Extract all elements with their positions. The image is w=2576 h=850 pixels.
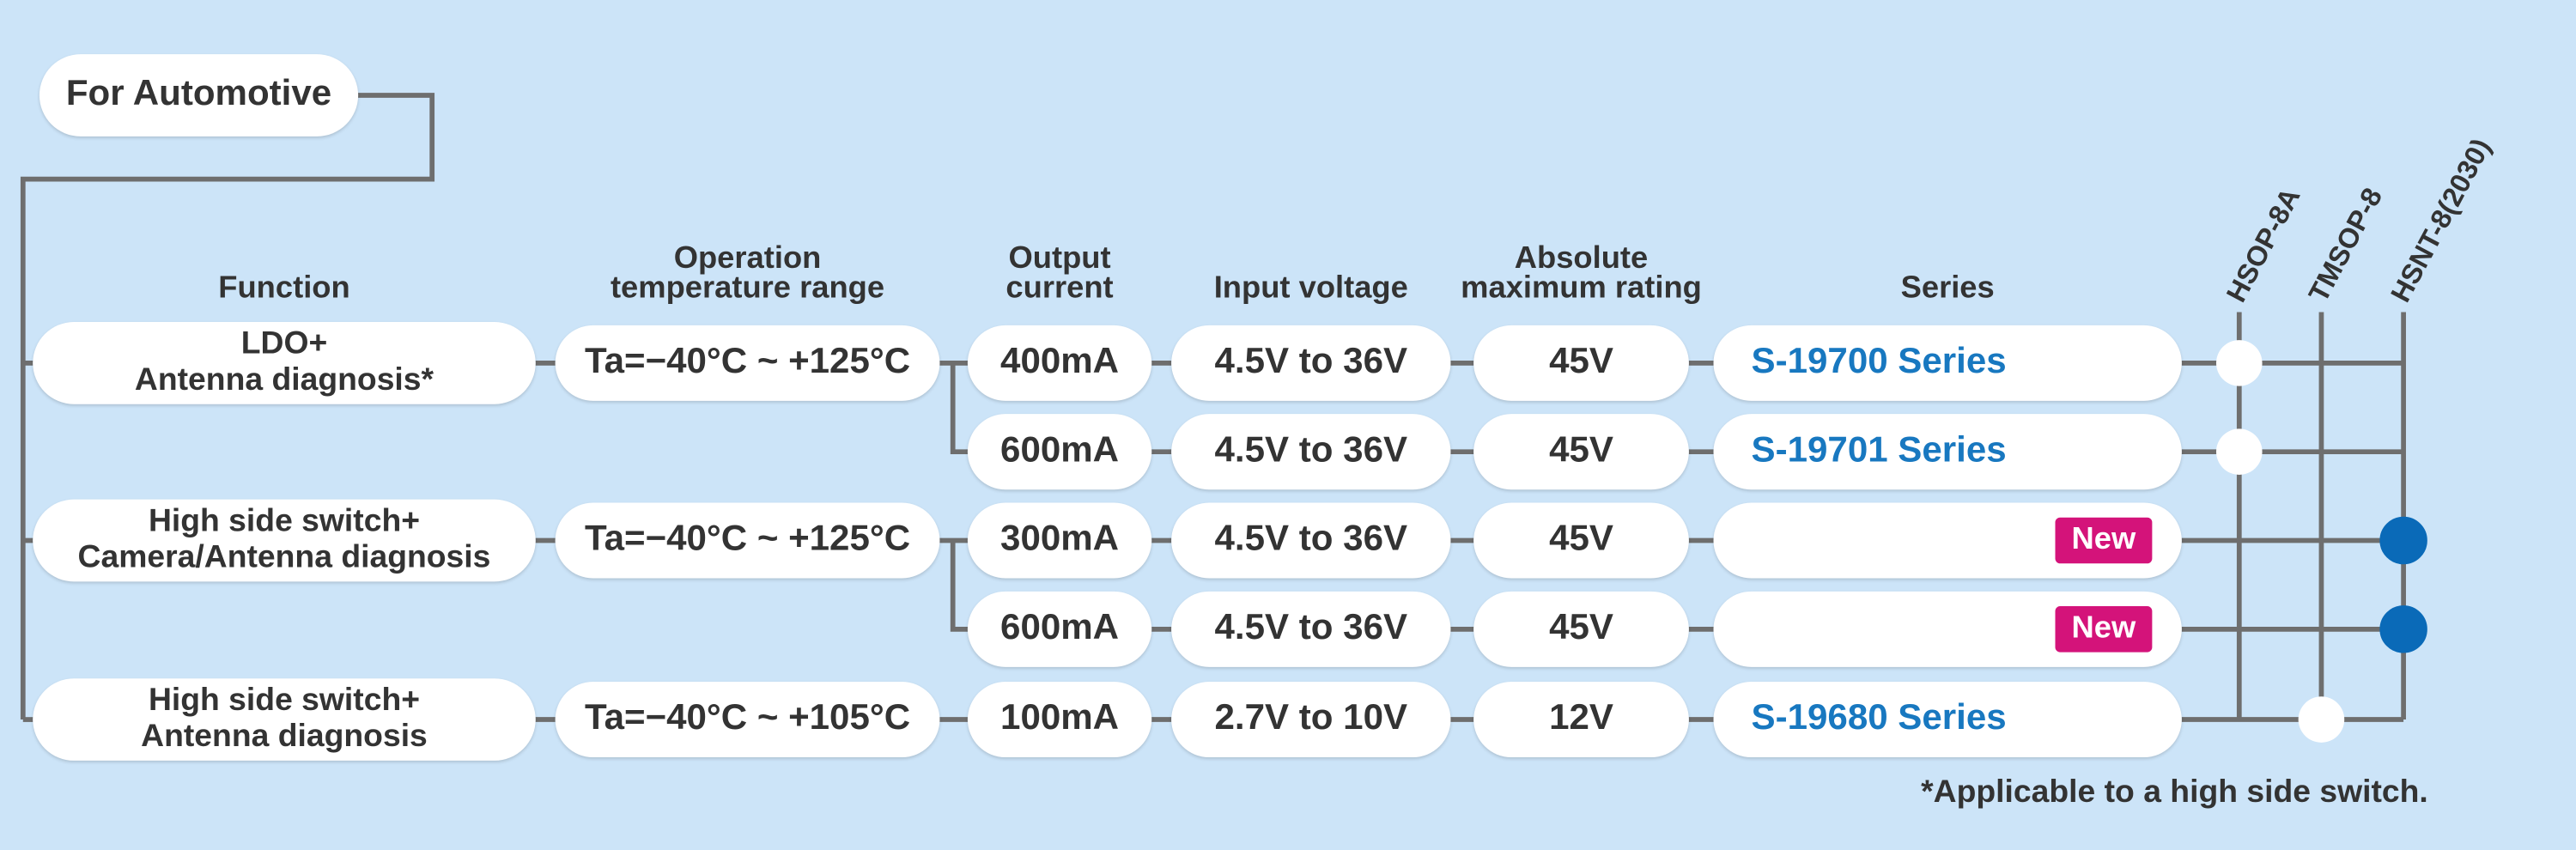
function-label: LDO+ <box>241 325 328 361</box>
footnote: *Applicable to a high side switch. <box>1921 773 2428 809</box>
rating: 45V <box>1549 606 1613 647</box>
pill <box>1171 682 1451 758</box>
current: 100mA <box>1000 696 1119 737</box>
temperature: Ta=−40°C ~ +125°C <box>585 518 910 558</box>
pill <box>33 499 536 582</box>
column-header: temperature range <box>611 269 884 304</box>
pill <box>555 325 940 401</box>
current: 300mA <box>1000 518 1119 558</box>
series: S-19682 Series <box>1752 518 2007 558</box>
pill <box>1171 414 1451 490</box>
pill <box>1473 591 1689 667</box>
series: S-19700 Series <box>1752 340 2007 380</box>
column-header: current <box>1005 269 1113 304</box>
pill <box>1473 325 1689 401</box>
new-badge <box>2055 517 2153 564</box>
pill <box>33 678 536 761</box>
function-label: High side switch+ <box>149 501 420 537</box>
new-badge-label: New <box>2072 520 2136 556</box>
pill <box>1713 682 2182 758</box>
connector <box>20 93 435 720</box>
voltage: 2.7V to 10V <box>1215 696 1408 737</box>
pill <box>1171 591 1451 667</box>
series: S-19701 Series <box>1752 428 2007 469</box>
pill <box>1713 414 2182 490</box>
pill <box>1171 325 1451 401</box>
package-dot <box>2379 605 2427 653</box>
pill <box>967 591 1152 667</box>
pill <box>33 322 536 404</box>
new-badge-label: New <box>2072 609 2136 644</box>
connector <box>950 540 968 632</box>
temperature: Ta=−40°C ~ +105°C <box>585 696 910 737</box>
pill <box>967 414 1152 490</box>
function-label: Camera/Antenna diagnosis <box>78 537 491 574</box>
package-label: HSNT-8(2030) <box>2385 133 2496 307</box>
current: 600mA <box>1000 606 1119 647</box>
current: 600mA <box>1000 428 1119 469</box>
pill <box>555 502 940 579</box>
package-dot <box>2379 516 2427 565</box>
pill <box>1473 502 1689 579</box>
rating: 45V <box>1549 428 1613 469</box>
package-dot <box>2298 696 2345 743</box>
column-header: Function <box>218 269 349 304</box>
pill <box>967 502 1152 579</box>
voltage: 4.5V to 36V <box>1215 428 1408 469</box>
new-badge <box>2055 606 2153 653</box>
column-header: Series <box>1901 269 1995 304</box>
column-header: Input voltage <box>1214 269 1408 304</box>
rating: 12V <box>1549 696 1613 737</box>
column-header: Operation <box>674 240 822 275</box>
current: 400mA <box>1000 340 1119 380</box>
pill <box>967 682 1152 758</box>
voltage: 4.5V to 36V <box>1215 340 1408 380</box>
pill <box>1473 682 1689 758</box>
pill <box>39 54 359 137</box>
function-label: High side switch+ <box>149 681 420 717</box>
column-header: maximum rating <box>1461 269 1702 304</box>
title: For Automotive <box>66 72 331 112</box>
pill <box>1171 502 1451 579</box>
series: S-19680 Series <box>1752 696 2007 737</box>
package-dot <box>2215 428 2263 475</box>
column-header: Absolute <box>1515 240 1648 275</box>
function-label: Antenna diagnosis <box>141 717 428 753</box>
series: S-19683 Series <box>1752 606 2007 647</box>
pill <box>1713 325 2182 401</box>
connector <box>950 362 968 455</box>
pill <box>1473 414 1689 490</box>
package-label: HSOP-8A <box>2221 183 2306 307</box>
rating: 45V <box>1549 518 1613 558</box>
voltage: 4.5V to 36V <box>1215 606 1408 647</box>
package-dot <box>2215 340 2263 386</box>
temperature: Ta=−40°C ~ +125°C <box>585 340 910 380</box>
pill <box>555 682 940 758</box>
column-header: Output <box>1009 240 1111 275</box>
function-label: Antenna diagnosis* <box>135 361 434 397</box>
voltage: 4.5V to 36V <box>1215 518 1408 558</box>
package-label: TMSOP-8 <box>2303 183 2389 307</box>
pill <box>967 325 1152 401</box>
rating: 45V <box>1549 340 1613 380</box>
